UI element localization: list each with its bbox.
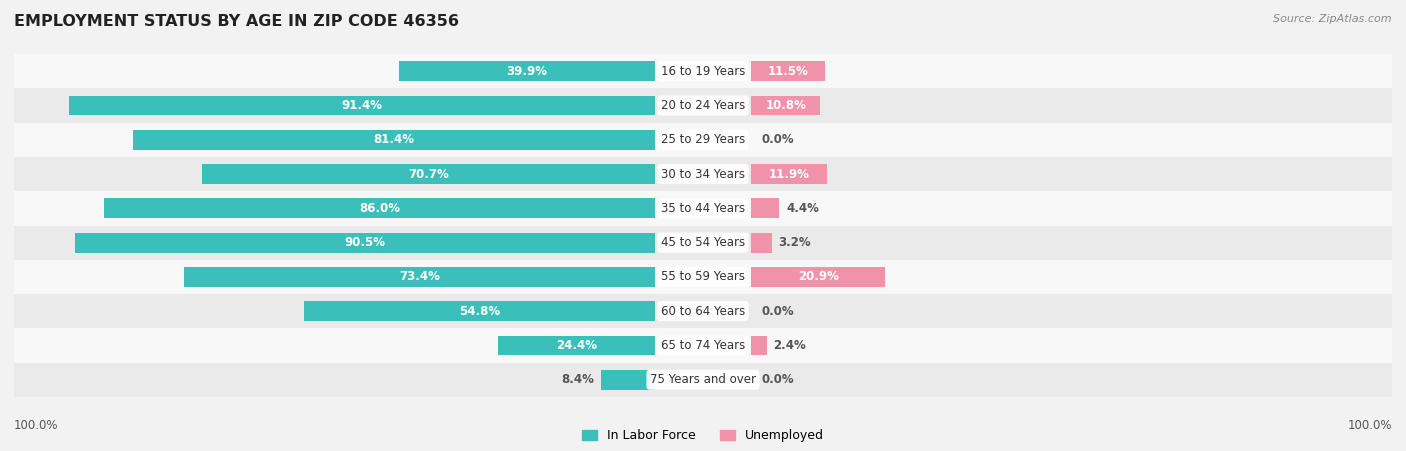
- Text: 73.4%: 73.4%: [399, 271, 440, 283]
- Text: 81.4%: 81.4%: [374, 133, 415, 146]
- FancyBboxPatch shape: [14, 157, 1392, 191]
- Text: 55 to 59 Years: 55 to 59 Years: [661, 271, 745, 283]
- Bar: [499, 336, 655, 355]
- Bar: [184, 267, 655, 287]
- Text: 100.0%: 100.0%: [1347, 419, 1392, 432]
- Bar: [202, 164, 655, 184]
- Text: 8.4%: 8.4%: [561, 373, 595, 386]
- Text: 16 to 19 Years: 16 to 19 Years: [661, 65, 745, 78]
- Bar: [751, 233, 772, 253]
- Text: 91.4%: 91.4%: [342, 99, 382, 112]
- Text: 65 to 74 Years: 65 to 74 Years: [661, 339, 745, 352]
- Text: EMPLOYMENT STATUS BY AGE IN ZIP CODE 46356: EMPLOYMENT STATUS BY AGE IN ZIP CODE 463…: [14, 14, 460, 28]
- Text: 11.9%: 11.9%: [769, 168, 810, 180]
- FancyBboxPatch shape: [14, 123, 1392, 157]
- Text: Source: ZipAtlas.com: Source: ZipAtlas.com: [1274, 14, 1392, 23]
- FancyBboxPatch shape: [14, 328, 1392, 363]
- Bar: [751, 61, 825, 81]
- Bar: [600, 370, 655, 390]
- Text: 4.4%: 4.4%: [786, 202, 820, 215]
- Text: 10.8%: 10.8%: [765, 99, 806, 112]
- Text: 11.5%: 11.5%: [768, 65, 808, 78]
- Text: 30 to 34 Years: 30 to 34 Years: [661, 168, 745, 180]
- Text: 20 to 24 Years: 20 to 24 Years: [661, 99, 745, 112]
- Text: 20.9%: 20.9%: [797, 271, 838, 283]
- Text: 86.0%: 86.0%: [359, 202, 399, 215]
- Text: 0.0%: 0.0%: [762, 373, 794, 386]
- Text: 25 to 29 Years: 25 to 29 Years: [661, 133, 745, 146]
- FancyBboxPatch shape: [14, 363, 1392, 397]
- Text: 60 to 64 Years: 60 to 64 Years: [661, 305, 745, 318]
- Bar: [751, 96, 821, 115]
- Bar: [75, 233, 655, 253]
- Text: 3.2%: 3.2%: [779, 236, 811, 249]
- FancyBboxPatch shape: [14, 88, 1392, 123]
- Bar: [104, 198, 655, 218]
- Text: 24.4%: 24.4%: [557, 339, 598, 352]
- Text: 54.8%: 54.8%: [458, 305, 499, 318]
- Text: 0.0%: 0.0%: [762, 133, 794, 146]
- Text: 35 to 44 Years: 35 to 44 Years: [661, 202, 745, 215]
- Text: 0.0%: 0.0%: [762, 305, 794, 318]
- Bar: [399, 61, 655, 81]
- Bar: [751, 267, 886, 287]
- Text: 100.0%: 100.0%: [14, 419, 59, 432]
- Bar: [134, 130, 655, 150]
- Text: 2.4%: 2.4%: [773, 339, 806, 352]
- FancyBboxPatch shape: [14, 294, 1392, 328]
- Bar: [751, 198, 779, 218]
- Text: 70.7%: 70.7%: [408, 168, 449, 180]
- Bar: [304, 301, 655, 321]
- Legend: In Labor Force, Unemployed: In Labor Force, Unemployed: [582, 429, 824, 442]
- FancyBboxPatch shape: [14, 260, 1392, 294]
- Text: 75 Years and over: 75 Years and over: [650, 373, 756, 386]
- Text: 45 to 54 Years: 45 to 54 Years: [661, 236, 745, 249]
- Bar: [751, 336, 766, 355]
- FancyBboxPatch shape: [14, 54, 1392, 88]
- Text: 90.5%: 90.5%: [344, 236, 385, 249]
- FancyBboxPatch shape: [14, 226, 1392, 260]
- Text: 39.9%: 39.9%: [506, 65, 547, 78]
- Bar: [751, 164, 828, 184]
- Bar: [69, 96, 655, 115]
- FancyBboxPatch shape: [14, 191, 1392, 226]
